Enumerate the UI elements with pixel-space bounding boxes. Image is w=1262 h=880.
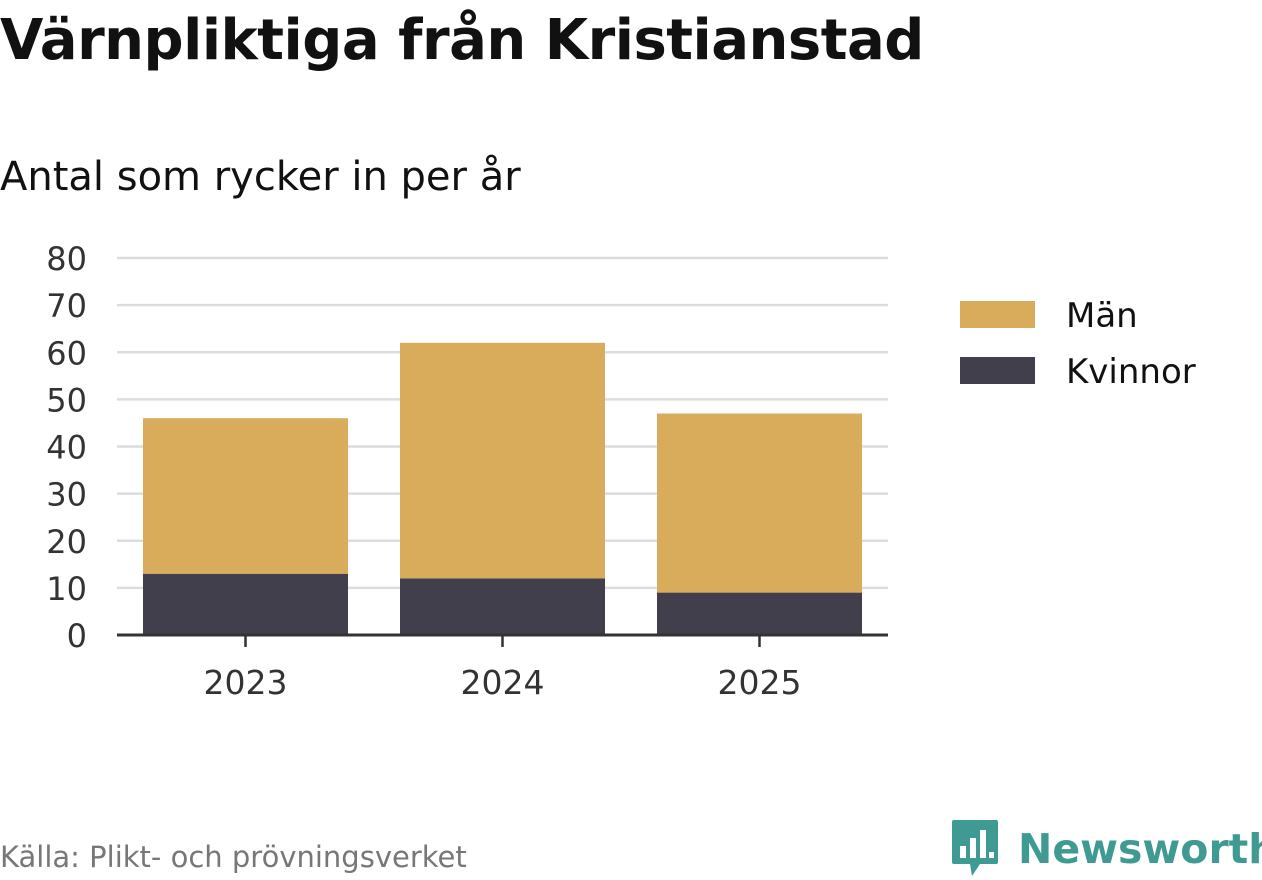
legend-label-män: Män — [1066, 296, 1138, 336]
y-tick-label: 20 — [46, 523, 87, 561]
y-tick-label: 40 — [46, 429, 87, 467]
chart-subtitle: Antal som rycker in per år — [0, 154, 521, 200]
legend-swatch-kvinnor — [960, 357, 1035, 384]
y-tick-label: 70 — [46, 287, 87, 325]
brand-logo[interactable]: Newsworthy — [950, 818, 1262, 880]
bar-kvinnor-2024 — [400, 578, 605, 635]
bar-män-2024 — [400, 342, 605, 579]
legend: Män Kvinnor — [960, 296, 1196, 392]
legend-swatch-män — [960, 301, 1035, 328]
x-tick-label: 2024 — [461, 663, 545, 702]
x-tick-label: 2025 — [718, 663, 802, 702]
stacked-bar-chart: 0 10 20 30 40 50 60 70 80 2023 2024 2025 Män Kvinnor — [46, 240, 1196, 702]
source-note: Källa: Plikt- och prövningsverket — [0, 840, 467, 874]
y-tick-label: 50 — [46, 381, 87, 419]
x-tick-label: 2023 — [204, 663, 288, 702]
chart-title: Värnpliktiga från Kristianstad — [0, 8, 924, 73]
bars — [143, 342, 862, 635]
y-tick-label: 0 — [67, 617, 87, 655]
brand-name: Newsworthy — [1018, 825, 1262, 873]
bar-kvinnor-2023 — [143, 573, 348, 635]
legend-label-kvinnor: Kvinnor — [1066, 352, 1196, 392]
y-tick-label: 80 — [46, 240, 87, 278]
bar-kvinnor-2025 — [657, 592, 862, 635]
newsworthy-logo-icon — [952, 820, 998, 876]
y-tick-label: 60 — [46, 334, 87, 372]
bar-män-2025 — [657, 413, 862, 593]
y-tick-label: 10 — [46, 570, 87, 608]
axes: 0 10 20 30 40 50 60 70 80 2023 2024 2025 — [46, 240, 888, 702]
bar-män-2023 — [143, 418, 348, 574]
y-tick-label: 30 — [46, 476, 87, 514]
